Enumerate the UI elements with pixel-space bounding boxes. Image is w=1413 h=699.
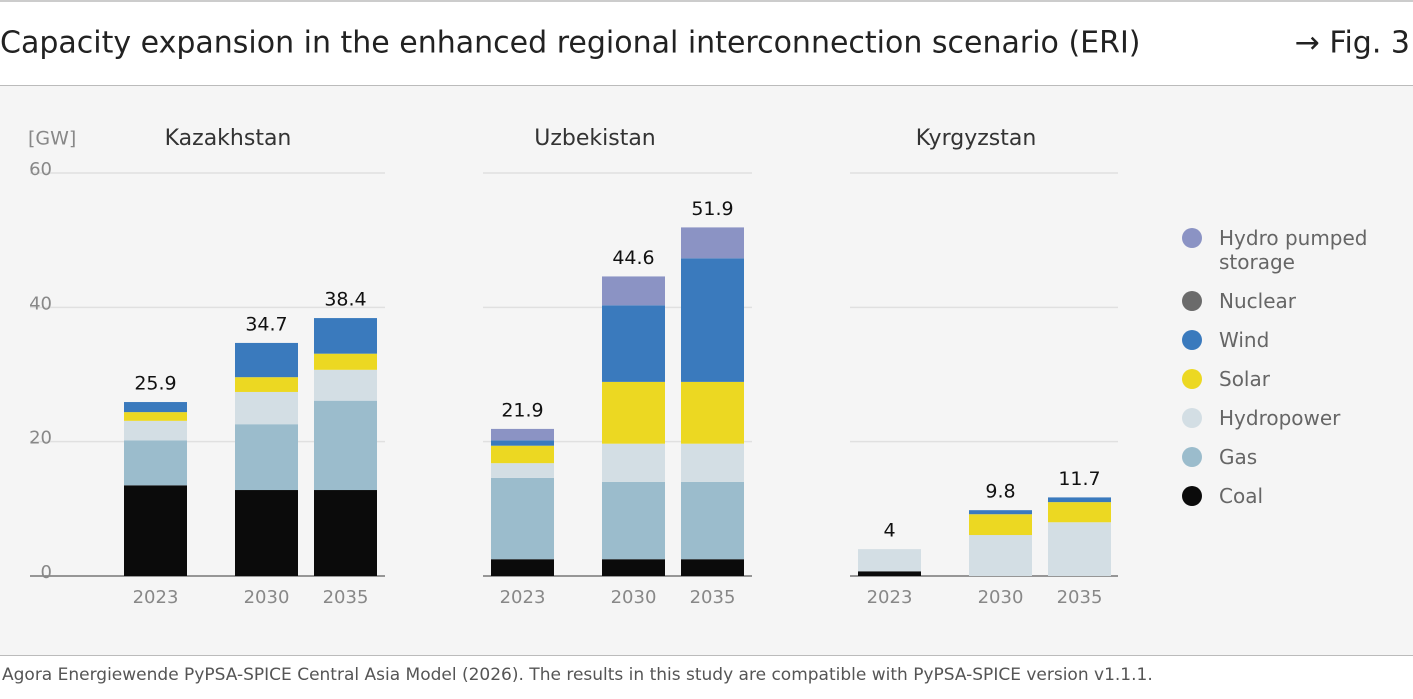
panel-title: Kyrgyzstan xyxy=(916,126,1037,151)
bar-segment xyxy=(602,305,665,382)
legend-label: Coal xyxy=(1219,484,1264,508)
legend-item: Nuclear xyxy=(1180,289,1400,313)
y-tick-label: 60 xyxy=(29,159,52,180)
y-tick-label: 0 xyxy=(41,562,52,583)
legend-swatch xyxy=(1182,408,1202,428)
bar-segment xyxy=(491,463,554,478)
x-tick-label: 2023 xyxy=(500,587,546,608)
total-label: 25.9 xyxy=(134,373,176,395)
bar-segment xyxy=(124,412,187,421)
bar-segment xyxy=(124,440,187,486)
x-tick-label: 2035 xyxy=(690,587,736,608)
legend-item: Wind xyxy=(1180,328,1400,352)
figure-label: → Fig. 3 xyxy=(1295,26,1410,61)
bar-segment xyxy=(602,559,665,576)
legend-item: Hydropower xyxy=(1180,406,1400,430)
total-label: 44.6 xyxy=(612,247,654,269)
legend-label: Wind xyxy=(1219,328,1270,352)
legend-item: Solar xyxy=(1180,367,1400,391)
bar-segment xyxy=(602,481,665,560)
legend-swatch xyxy=(1182,330,1202,350)
legend-label: Hydropower xyxy=(1219,406,1341,430)
bar-segment xyxy=(602,443,665,482)
bar-segment xyxy=(1048,522,1111,576)
bar-segment xyxy=(681,227,744,259)
bar-segment xyxy=(858,549,921,572)
legend-label: Gas xyxy=(1219,445,1258,469)
legend-item: Hydro pumped storage xyxy=(1180,226,1400,274)
x-tick-label: 2030 xyxy=(978,587,1024,608)
x-tick-label: 2030 xyxy=(244,587,290,608)
bar-segment xyxy=(235,342,298,378)
x-tick-label: 2023 xyxy=(133,587,179,608)
total-label: 34.7 xyxy=(245,313,287,335)
legend-swatch xyxy=(1182,486,1202,506)
x-tick-label: 2035 xyxy=(323,587,369,608)
x-tick-label: 2030 xyxy=(611,587,657,608)
bar-segment xyxy=(314,490,377,576)
total-label: 38.4 xyxy=(324,289,366,311)
legend-item: Gas xyxy=(1180,445,1400,469)
legend-label: Solar xyxy=(1219,367,1270,391)
y-tick-label: 20 xyxy=(29,428,52,449)
x-tick-label: 2023 xyxy=(867,587,913,608)
bar-segment xyxy=(969,535,1032,576)
bar-segment xyxy=(124,420,187,441)
bar-segment xyxy=(314,400,377,491)
unit-label: [GW] xyxy=(28,128,76,150)
bar-segment xyxy=(681,381,744,444)
legend-label: Hydro pumped storage xyxy=(1219,226,1368,274)
total-label: 21.9 xyxy=(501,399,543,421)
legend-swatch xyxy=(1182,447,1202,467)
bar-segment xyxy=(681,258,744,382)
total-label: 11.7 xyxy=(1058,468,1100,490)
bar-segment xyxy=(491,445,554,464)
bar-segment xyxy=(491,559,554,576)
footer-source: Agora Energiewende PyPSA-SPICE Central A… xyxy=(2,665,1153,685)
bar-segment xyxy=(124,485,187,576)
panel-title: Uzbekistan xyxy=(534,126,656,151)
total-label: 9.8 xyxy=(985,481,1015,503)
bar-segment xyxy=(681,481,744,560)
bar-segment xyxy=(235,391,298,425)
legend-item: Coal xyxy=(1180,484,1400,508)
bar-segment xyxy=(314,353,377,370)
panel-title: Kazakhstan xyxy=(165,126,292,151)
page-title: Capacity expansion in the enhanced regio… xyxy=(0,26,1141,61)
bar-segment xyxy=(1048,502,1111,523)
bar-segment xyxy=(602,381,665,444)
bar-segment xyxy=(124,402,187,413)
legend-swatch xyxy=(1182,228,1202,248)
bar-segment xyxy=(235,490,298,576)
bar-segment xyxy=(491,428,554,441)
bar-segment xyxy=(314,318,377,354)
total-label: 51.9 xyxy=(691,198,733,220)
bar-segment xyxy=(969,514,1032,536)
bar-segment xyxy=(491,477,554,560)
total-label: 4 xyxy=(883,520,895,542)
legend-swatch xyxy=(1182,291,1202,311)
x-tick-label: 2035 xyxy=(1057,587,1103,608)
bar-segment xyxy=(235,377,298,392)
bar-segment xyxy=(491,440,554,446)
bar-segment xyxy=(1048,497,1111,503)
legend: Hydro pumped storage Nuclear Wind Solar Hydr… xyxy=(1180,226,1400,523)
bar-segment xyxy=(969,510,1032,515)
legend-label: Nuclear xyxy=(1219,289,1296,313)
bar-segment xyxy=(681,443,744,482)
y-tick-label: 40 xyxy=(29,293,52,314)
bar-segment xyxy=(681,559,744,576)
bar-segment xyxy=(858,571,921,576)
bar-segment xyxy=(314,369,377,401)
bar-segment xyxy=(235,424,298,491)
bar-segment xyxy=(602,276,665,306)
legend-swatch xyxy=(1182,369,1202,389)
